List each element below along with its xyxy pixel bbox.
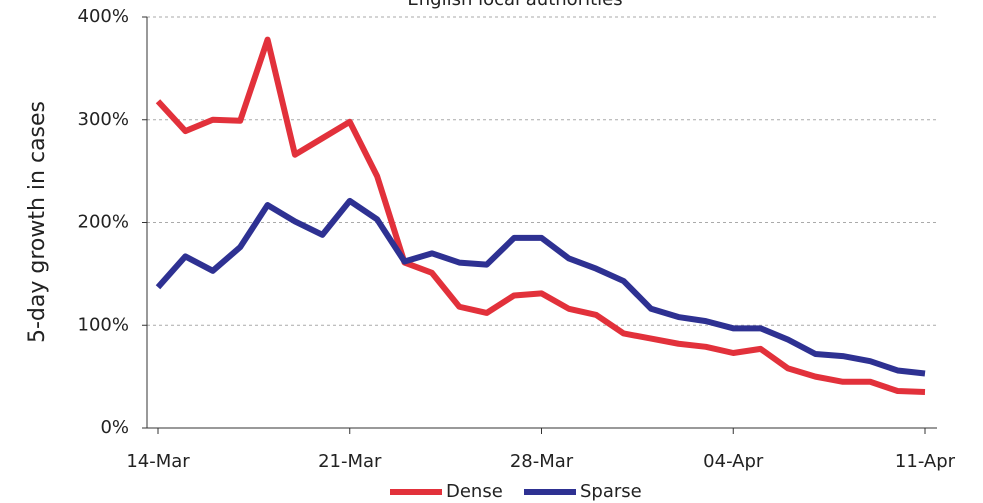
data-line <box>155 197 926 377</box>
chart-title: English local authorities <box>407 0 622 10</box>
y-tick-label: 300% <box>78 109 129 130</box>
legend-label: Dense <box>446 481 503 502</box>
data-line <box>155 36 926 396</box>
legend-label: Sparse <box>580 481 642 502</box>
x-tick-label: 21-Mar <box>318 451 382 472</box>
y-tick-label: 200% <box>78 212 129 233</box>
x-tick-label: 04-Apr <box>703 451 764 472</box>
y-axis-label: 5-day growth in cases <box>25 101 50 343</box>
x-tick-label: 11-Apr <box>895 451 956 472</box>
y-tick-label: 100% <box>78 314 129 335</box>
y-tick-label: 400% <box>78 6 129 27</box>
x-tick-label: 14-Mar <box>126 451 190 472</box>
x-tick-label: 28-Mar <box>510 451 574 472</box>
y-tick-label: 0% <box>100 417 129 438</box>
